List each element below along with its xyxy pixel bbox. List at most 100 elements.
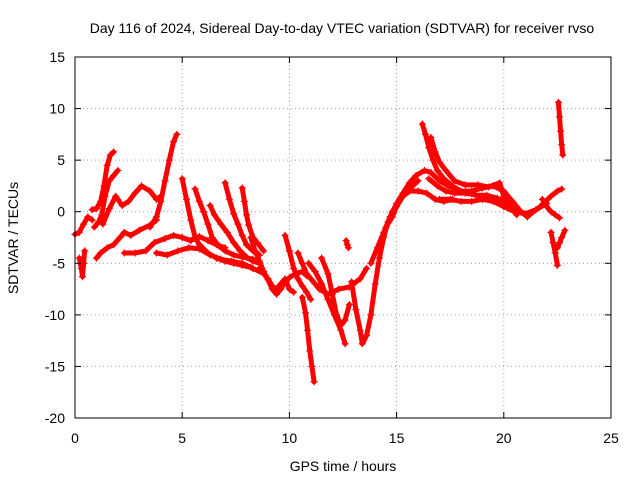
series-arc-32	[553, 226, 569, 252]
data-point	[273, 285, 281, 293]
data-point	[161, 235, 169, 243]
data-point	[442, 166, 450, 174]
data-point	[422, 130, 430, 138]
data-point	[440, 175, 448, 183]
data-point	[236, 247, 244, 255]
data-point	[247, 263, 255, 271]
y-tick-label: 0	[57, 204, 65, 220]
data-point	[423, 189, 431, 197]
data-point	[174, 247, 182, 255]
data-point	[213, 254, 221, 262]
data-point	[554, 98, 562, 106]
data-point	[375, 254, 383, 262]
data-point	[225, 195, 233, 203]
data-point	[114, 166, 122, 174]
data-point	[285, 285, 293, 293]
data-point	[243, 253, 251, 261]
y-tick-label: 15	[49, 49, 65, 65]
data-point	[234, 220, 242, 228]
data-point	[343, 241, 351, 249]
series-line	[222, 180, 262, 258]
data-point	[298, 259, 306, 267]
data-point	[221, 179, 229, 187]
data-point	[521, 210, 529, 218]
data-point	[307, 295, 315, 303]
data-point	[187, 237, 195, 245]
data-point	[230, 259, 238, 267]
data-point	[558, 141, 566, 149]
data-point	[260, 270, 268, 278]
data-point	[538, 195, 546, 203]
data-point	[88, 216, 96, 224]
data-point	[301, 309, 309, 317]
data-point	[120, 228, 128, 236]
data-point	[268, 282, 276, 290]
data-point	[243, 241, 251, 249]
data-point	[532, 206, 540, 214]
data-point	[103, 161, 111, 169]
data-point	[474, 181, 482, 189]
data-point	[318, 254, 326, 262]
data-point	[277, 280, 285, 288]
series-arc-02	[75, 247, 89, 281]
data-point	[75, 254, 83, 262]
data-point	[84, 213, 92, 221]
data-point	[461, 181, 469, 189]
y-axis-ticks: -20 -15 -10 -5 0 5 10 15	[45, 49, 611, 426]
series-line	[192, 186, 256, 262]
data-point	[558, 234, 566, 241]
series-line	[100, 183, 164, 227]
data-point	[204, 237, 212, 245]
data-point	[221, 247, 229, 255]
data-point	[110, 241, 118, 249]
data-point	[92, 254, 100, 262]
data-point	[137, 182, 145, 190]
series-line	[383, 188, 455, 230]
data-point	[418, 120, 426, 128]
data-point	[230, 251, 238, 259]
data-point	[425, 144, 433, 152]
data-point	[304, 326, 312, 334]
data-point	[446, 195, 454, 203]
data-point	[547, 228, 555, 236]
series-arc-25	[382, 187, 456, 231]
data-point	[79, 273, 87, 281]
data-point	[427, 169, 435, 177]
data-point	[230, 239, 238, 247]
y-tick-label: -5	[53, 255, 66, 271]
series-line	[93, 217, 159, 261]
data-point	[485, 183, 493, 191]
data-point	[187, 216, 195, 224]
data-point	[221, 257, 229, 265]
data-point	[305, 259, 313, 267]
data-point	[556, 239, 564, 247]
data-point	[105, 205, 113, 213]
data-point	[448, 182, 456, 190]
series-arc-13	[221, 179, 263, 259]
data-point	[131, 189, 139, 197]
data-point	[152, 213, 160, 221]
series-arc-04	[90, 166, 122, 231]
data-point	[204, 220, 212, 228]
data-point	[163, 251, 171, 259]
x-tick-label: 25	[603, 430, 619, 446]
data-point	[290, 288, 298, 296]
data-point	[298, 293, 306, 301]
data-point	[103, 244, 111, 252]
y-tick-label: -15	[45, 358, 65, 374]
data-point	[230, 210, 238, 218]
series-arc-33	[554, 98, 567, 159]
plot-frame	[74, 56, 612, 419]
series-arc-06	[99, 182, 165, 228]
x-tick-label: 20	[496, 430, 512, 446]
data-point	[388, 213, 396, 221]
data-point	[131, 249, 139, 257]
data-point	[118, 202, 126, 210]
data-point	[345, 301, 353, 309]
data-point	[157, 197, 165, 205]
data-point	[556, 113, 564, 121]
data-point	[161, 177, 169, 185]
y-tick-label: -20	[45, 410, 65, 426]
data-point	[90, 223, 98, 231]
data-point	[135, 226, 143, 234]
